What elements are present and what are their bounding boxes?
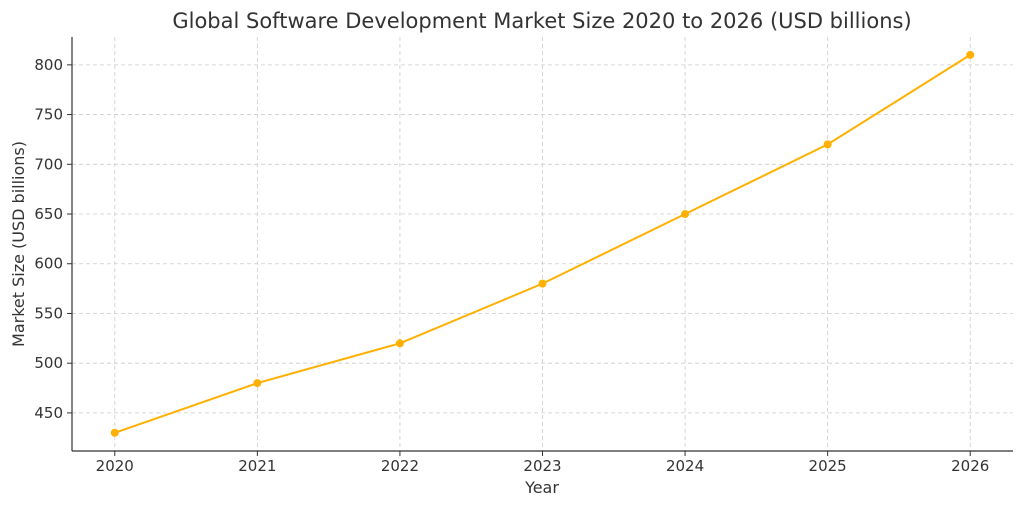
y-tick-label: 650 bbox=[34, 205, 63, 223]
x-tick-label: 2021 bbox=[238, 457, 276, 475]
x-tick-label: 2023 bbox=[523, 457, 561, 475]
x-tick-label: 2025 bbox=[809, 457, 847, 475]
data-point bbox=[823, 140, 832, 149]
x-axis-label: Year bbox=[524, 478, 559, 497]
x-tick-label: 2020 bbox=[96, 457, 134, 475]
data-point bbox=[966, 50, 975, 59]
y-tick-label: 500 bbox=[34, 354, 63, 372]
y-tick-label: 450 bbox=[34, 404, 63, 422]
chart-title: Global Software Development Market Size … bbox=[172, 9, 911, 33]
y-tick-label: 600 bbox=[34, 255, 63, 273]
ticks: 450 500 550 600 650 700 750 800 2020 2021 2022 2023… bbox=[34, 56, 989, 475]
y-tick-label: 800 bbox=[34, 56, 63, 74]
x-tick-label: 2026 bbox=[951, 457, 989, 475]
data-point bbox=[110, 428, 119, 437]
x-tick-label: 2024 bbox=[666, 457, 704, 475]
data-point bbox=[395, 339, 404, 348]
data-point bbox=[538, 279, 547, 288]
y-axis-label: Market Size (USD billions) bbox=[9, 141, 28, 347]
y-tick-label: 700 bbox=[34, 155, 63, 173]
data-point bbox=[681, 210, 690, 219]
x-tick-label: 2022 bbox=[381, 457, 419, 475]
series bbox=[110, 50, 975, 437]
y-tick-label: 750 bbox=[34, 106, 63, 124]
y-tick-label: 550 bbox=[34, 304, 63, 322]
grid bbox=[72, 37, 1013, 451]
data-point bbox=[253, 379, 262, 388]
